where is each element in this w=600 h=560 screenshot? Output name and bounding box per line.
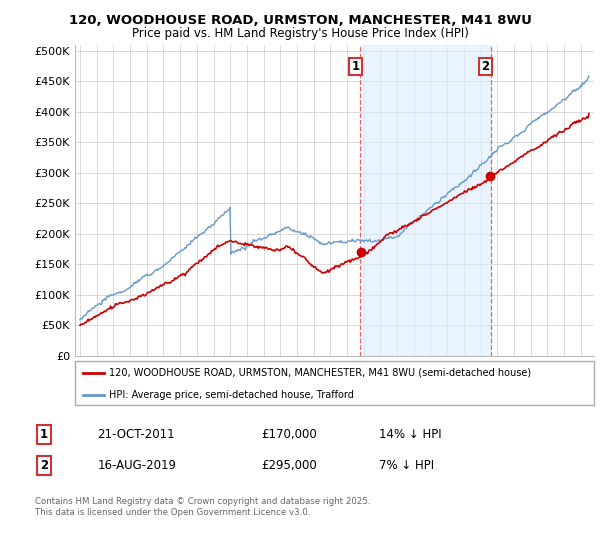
Text: 21-OCT-2011: 21-OCT-2011: [97, 428, 175, 441]
FancyBboxPatch shape: [75, 361, 594, 405]
Text: 2: 2: [40, 459, 48, 472]
Bar: [361, 45, 491, 356]
Text: HPI: Average price, semi-detached house, Trafford: HPI: Average price, semi-detached house,…: [109, 390, 353, 399]
Text: £295,000: £295,000: [261, 459, 317, 472]
Text: £170,000: £170,000: [261, 428, 317, 441]
Text: 120, WOODHOUSE ROAD, URMSTON, MANCHESTER, M41 8WU (semi-detached house): 120, WOODHOUSE ROAD, URMSTON, MANCHESTER…: [109, 368, 531, 378]
Text: Price paid vs. HM Land Registry's House Price Index (HPI): Price paid vs. HM Land Registry's House …: [131, 27, 469, 40]
Text: 16-AUG-2019: 16-AUG-2019: [97, 459, 176, 472]
Text: 1: 1: [351, 60, 359, 73]
Text: 14% ↓ HPI: 14% ↓ HPI: [379, 428, 442, 441]
Text: 120, WOODHOUSE ROAD, URMSTON, MANCHESTER, M41 8WU: 120, WOODHOUSE ROAD, URMSTON, MANCHESTER…: [68, 14, 532, 27]
Text: 2: 2: [481, 60, 490, 73]
Text: 7% ↓ HPI: 7% ↓ HPI: [379, 459, 434, 472]
Text: 1: 1: [40, 428, 48, 441]
Text: Contains HM Land Registry data © Crown copyright and database right 2025.
This d: Contains HM Land Registry data © Crown c…: [35, 497, 371, 517]
